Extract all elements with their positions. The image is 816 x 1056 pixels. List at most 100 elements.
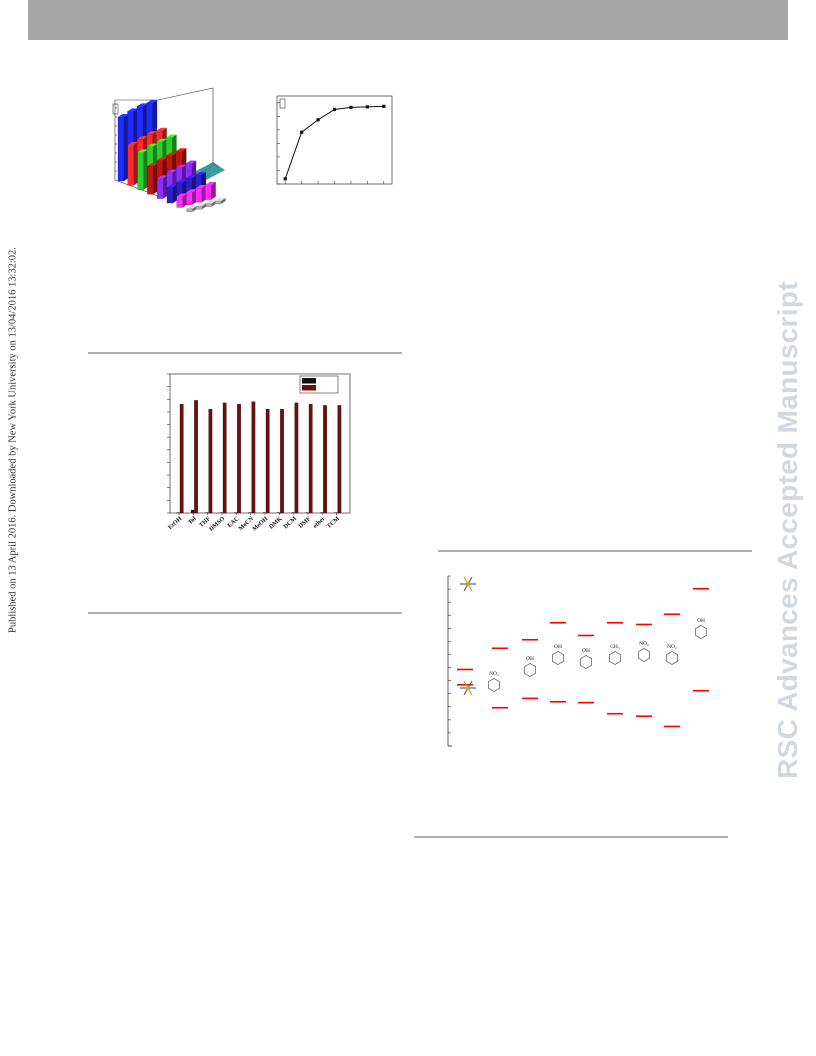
chart3-bar-series2	[280, 409, 284, 514]
chart4-molecule: NO₂	[488, 671, 500, 692]
chart3-bar-series1	[190, 509, 194, 513]
figure-rule-1	[88, 352, 402, 354]
chart4-structure-center	[466, 582, 470, 586]
chart2-point	[365, 105, 369, 109]
chart1-bar-top	[146, 131, 158, 135]
chart3-bar-series1	[233, 512, 237, 513]
chart3-bar-series2	[222, 402, 227, 514]
chart1-bar-top	[195, 171, 206, 175]
chart1-bar-top	[176, 164, 187, 168]
chart1-bar	[195, 203, 207, 210]
chart3-bar-series1	[219, 512, 223, 513]
chart2-point	[349, 105, 353, 109]
chart2-point	[332, 107, 337, 112]
chart4-substituent-label: CH₃	[610, 644, 620, 650]
chart1-bar-front	[195, 205, 203, 210]
chart1-bar-top	[156, 138, 168, 142]
chart1-bar	[186, 205, 198, 212]
chart3-bar-series1	[305, 512, 309, 513]
chart1-bar-front	[127, 144, 134, 186]
publication-text: Published on 13 April 2016. Downloaded b…	[7, 247, 19, 633]
chart4-molecule: OH	[524, 656, 536, 677]
chart3-bar-series1	[334, 512, 338, 513]
chart3-category-label: TCM	[326, 515, 342, 530]
chart1-bar	[214, 197, 226, 205]
chart1-bar	[127, 141, 139, 186]
chart4-substituent-label: OH	[697, 618, 705, 624]
chart1-bar	[137, 149, 149, 190]
chart1-bar-front	[205, 203, 212, 207]
chart1-bar-top	[215, 197, 226, 201]
chart1-bar-top	[195, 185, 207, 189]
chart1-bar-front	[147, 165, 154, 195]
chart4-molecule: OH	[552, 644, 564, 665]
chart1-bar-side	[211, 181, 216, 200]
chart2-point	[300, 130, 304, 134]
chart4-substituent-label: OH	[554, 644, 562, 650]
chart1-bar-front	[117, 116, 125, 182]
chart3-bar-series1	[262, 512, 266, 513]
chart4-molecule: OH	[580, 648, 592, 669]
chart1-bar-top	[118, 114, 129, 118]
chart3-bar-series1	[176, 512, 180, 513]
chart4-framework-structure	[460, 576, 476, 592]
chart1-bar	[157, 175, 168, 199]
chart1-bar-front	[186, 192, 193, 205]
chart4-benzene-ring	[488, 678, 500, 692]
chart1-bar-front	[166, 187, 174, 204]
chart3-bar-series2	[251, 401, 256, 514]
header-bar	[28, 0, 788, 40]
chart3-bar-series2	[265, 409, 270, 514]
chart4-molecule: NO₂	[666, 644, 678, 665]
journal-text: RSC Advances Accepted Manuscript	[772, 281, 803, 779]
chart2-point	[283, 177, 287, 181]
chart1-bar-top	[196, 203, 207, 207]
chart1-bar-front	[214, 200, 222, 205]
chart1-bar-front	[195, 188, 202, 203]
chart3-bar-series1	[248, 512, 252, 513]
chart1-bar-top	[186, 205, 198, 209]
chart3-category-label: Tol	[187, 515, 198, 526]
chart1-bar	[166, 184, 178, 204]
chart4-benzene-ring	[609, 651, 621, 665]
chart1-bar-top	[156, 127, 167, 131]
chart2-point	[382, 104, 386, 108]
chart3-bar-series2	[323, 405, 327, 514]
chart4-molecule: CH₃	[609, 644, 621, 665]
chart4-substituent-label: NO₂	[639, 641, 649, 647]
chart3-bar-series2	[294, 402, 299, 514]
chart4-substituent-label: OH	[582, 648, 590, 654]
chart3-category-label: DMSO	[208, 515, 227, 533]
chart1-bar-top	[167, 184, 178, 188]
chart4-benzene-ring	[695, 625, 707, 639]
chart3-category-label: MeOH	[251, 515, 269, 533]
chart2-legend-box	[279, 98, 286, 109]
chart4-molecule: NO₂	[638, 641, 650, 662]
figure-energy-level-diagram: NO₂ OH OH OH CH₃ NO₂ NO₂ OH	[447, 575, 709, 747]
chart4-substituent-label: NO₂	[489, 671, 499, 677]
chart3-bar-series1	[319, 512, 323, 513]
chart3-bar-series2	[237, 404, 241, 514]
chart1-bar-top	[186, 175, 197, 179]
chart4-benzene-ring	[524, 663, 536, 677]
chart4-substituent-label: NO₂	[667, 644, 677, 650]
chart3-bar-series2	[179, 404, 184, 514]
chart3-bar-series2	[337, 405, 342, 514]
chart3-bar-series1	[276, 512, 280, 513]
chart3-category-label: DMK	[268, 515, 284, 530]
chart1-bar-top	[137, 103, 148, 107]
chart4-structure-center	[466, 686, 470, 690]
chart1-bar-top	[166, 134, 177, 138]
chart1-bar-front	[205, 184, 212, 200]
figure-rule-4	[414, 836, 728, 838]
chart2-series-line	[284, 105, 384, 179]
chart4-substituent-label: OH	[526, 656, 534, 662]
chart1-bar-top	[127, 108, 138, 112]
chart3-bar-series1	[291, 512, 295, 513]
chart1-bar	[205, 200, 217, 207]
chart2-point	[316, 118, 320, 122]
chart4-benzene-ring	[638, 648, 650, 662]
chart1-bar-top	[166, 152, 177, 156]
chart1-bar-front	[176, 196, 183, 208]
